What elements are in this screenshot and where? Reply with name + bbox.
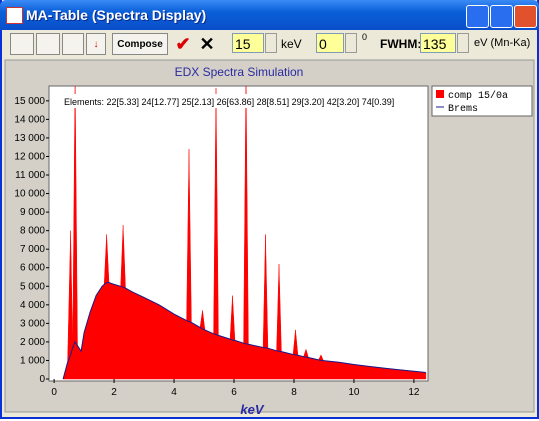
angle-unit: 0 — [362, 32, 368, 42]
y-tick-label: 8 000 — [20, 226, 45, 237]
fwhm-unit: eV (Mn-Ka) — [474, 37, 531, 49]
y-tick-label: 4 000 — [20, 300, 45, 311]
y-tick-label: 6 000 — [20, 263, 45, 274]
tool-button[interactable] — [36, 33, 60, 55]
energy-input[interactable]: 15 — [232, 33, 264, 53]
y-tick-label: 7 000 — [20, 244, 45, 255]
maximize-button[interactable] — [490, 5, 513, 28]
fwhm-label: FWHM: — [380, 37, 422, 51]
toolbar: ↓ Compose ✔ ✕ 15 keV 0 0 FWHM: 135 eV (M… — [2, 30, 537, 58]
x-tick-label: 2 — [111, 387, 117, 398]
close-button[interactable] — [514, 5, 537, 28]
y-tick-label: 3 000 — [20, 318, 45, 329]
tool-button[interactable]: ↓ — [86, 33, 106, 55]
tool-button[interactable] — [62, 33, 84, 55]
legend-swatch — [436, 90, 444, 98]
window-title: MA-Table (Spectra Display) — [26, 7, 207, 23]
legend-label: comp 15/0a — [448, 90, 508, 102]
angle-input[interactable]: 0 — [316, 33, 344, 53]
x-tick-label: 0 — [51, 387, 57, 398]
y-tick-label: 14 000 — [14, 114, 45, 125]
y-tick-label: 0 — [39, 374, 45, 385]
spinner[interactable] — [265, 33, 277, 53]
app-icon — [6, 7, 23, 24]
annotation-bg — [62, 94, 388, 108]
y-tick-label: 1 000 — [20, 355, 45, 366]
spinner[interactable] — [457, 33, 469, 53]
fwhm-input[interactable]: 135 — [420, 33, 456, 53]
chart-title: EDX Spectra Simulation — [175, 65, 304, 79]
y-tick-label: 10 000 — [14, 189, 45, 200]
minimize-button[interactable] — [466, 5, 489, 28]
x-tick-label: 8 — [291, 387, 297, 398]
accept-button[interactable]: ✔ — [175, 34, 191, 54]
energy-unit: keV — [281, 37, 302, 51]
x-tick-label: 12 — [408, 387, 420, 398]
y-tick-label: 11 000 — [15, 170, 45, 181]
y-tick-label: 13 000 — [14, 133, 45, 144]
legend — [431, 85, 533, 117]
cancel-button[interactable]: ✕ — [199, 34, 215, 54]
x-tick-label: 4 — [171, 387, 177, 398]
tool-button[interactable] — [10, 33, 34, 55]
annotation: Elements: 22[5.33] 24[12.77] 25[2.13] 26… — [64, 97, 394, 107]
y-tick-label: 2 000 — [20, 337, 45, 348]
x-tick-label: 6 — [231, 387, 237, 398]
y-tick-label: 9 000 — [20, 207, 45, 218]
legend-label: Brems — [448, 104, 478, 115]
brems-line — [62, 282, 426, 380]
y-tick-label: 15 000 — [14, 96, 45, 107]
title-bar: MA-Table (Spectra Display) — [0, 0, 539, 30]
y-tick-label: 5 000 — [20, 281, 45, 292]
x-tick-label: 10 — [348, 387, 360, 398]
x-axis-label: keV — [240, 402, 264, 416]
spinner[interactable] — [345, 33, 357, 53]
y-tick-label: 12 000 — [14, 151, 45, 162]
compose-button[interactable]: Compose — [112, 33, 168, 55]
chart: EDX Spectra Simulation Elements: 22[5.33… — [4, 59, 535, 416]
